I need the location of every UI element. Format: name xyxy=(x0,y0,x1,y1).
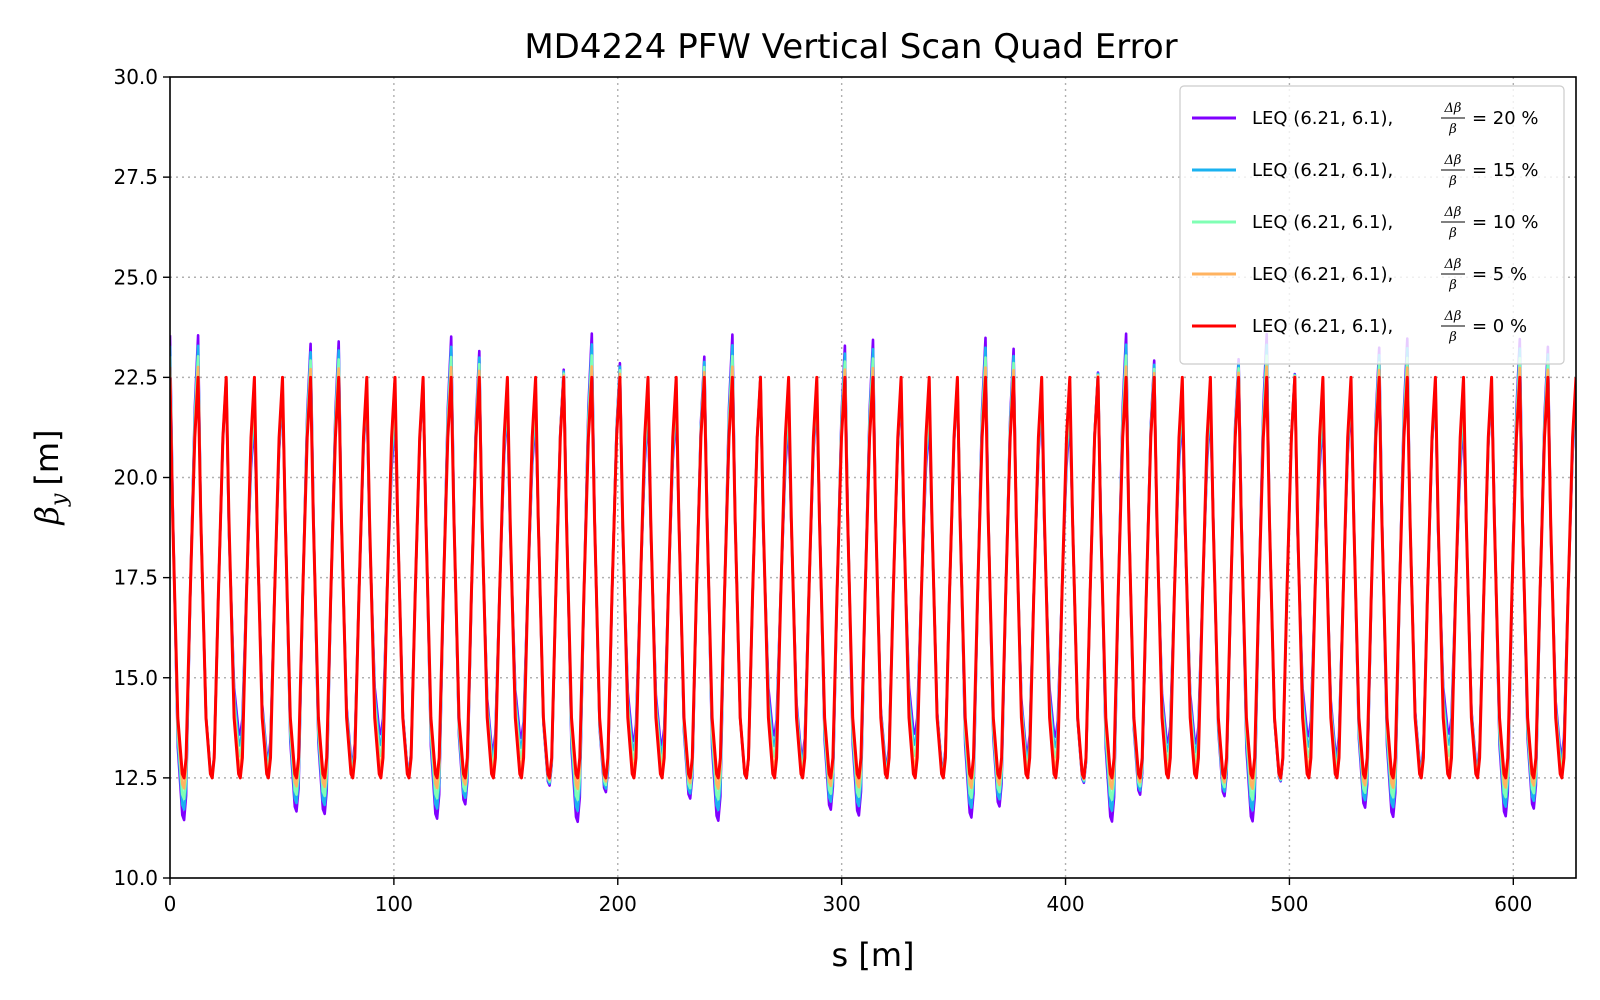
legend: LEQ (6.21, 6.1), Δββ= 20 %LEQ (6.21, 6.1)… xyxy=(1179,85,1565,365)
legend-fraction-numerator: Δβ xyxy=(1444,257,1462,272)
legend-entry-3: LEQ (6.21, 6.1), Δβ β = 5 % xyxy=(1192,257,1527,293)
y-axis-subscript: y xyxy=(47,493,72,507)
x-tick-label: 500 xyxy=(1270,892,1308,916)
chart-title: MD4224 PFW Vertical Scan Quad Error xyxy=(524,27,1177,67)
legend-entry-0: LEQ (6.21, 6.1), Δβ β = 20 % xyxy=(1192,101,1539,137)
y-tick-label: 20.0 xyxy=(113,466,158,490)
x-tick-label: 0 xyxy=(164,892,177,916)
legend-label-suffix: = 20 % xyxy=(1472,108,1539,129)
series-layer xyxy=(170,332,1576,824)
legend-fraction-denominator: β xyxy=(1448,174,1457,189)
y-tick-label: 30.0 xyxy=(113,65,158,89)
x-axis-title: s [m] xyxy=(832,936,915,974)
x-tick-label: 400 xyxy=(1046,892,1084,916)
legend-entry-2: LEQ (6.21, 6.1), Δβ β = 10 % xyxy=(1192,205,1539,241)
legend-box xyxy=(1179,85,1565,365)
series-line-4 xyxy=(170,375,1576,780)
legend-fraction-denominator: β xyxy=(1448,226,1457,241)
legend-label-prefix: LEQ (6.21, 6.1), xyxy=(1252,160,1393,181)
x-tick-label: 200 xyxy=(599,892,637,916)
legend-entry-4: LEQ (6.21, 6.1), Δβ β = 0 % xyxy=(1192,309,1527,345)
legend-fraction-denominator: β xyxy=(1448,330,1457,345)
legend-label-prefix: LEQ (6.21, 6.1), xyxy=(1252,212,1393,233)
y-tick-label: 12.5 xyxy=(113,766,158,790)
legend-label-suffix: = 10 % xyxy=(1472,212,1539,233)
legend-fraction-numerator: Δβ xyxy=(1444,101,1462,116)
legend-fraction-denominator: β xyxy=(1448,122,1457,137)
x-tick-label: 300 xyxy=(823,892,861,916)
y-axis: 10.0 12.5 15.0 17.5 20.0 22.5 25.0 27.5 30.0 xyxy=(113,65,170,890)
legend-entry-1: LEQ (6.21, 6.1), Δβ β = 15 % xyxy=(1192,153,1539,189)
legend-fraction-numerator: Δβ xyxy=(1444,309,1462,324)
legend-fraction-numerator: Δβ xyxy=(1444,205,1462,220)
legend-label-suffix: = 5 % xyxy=(1472,264,1527,285)
y-axis-symbol: β xyxy=(28,506,66,526)
legend-fraction-numerator: Δβ xyxy=(1444,153,1462,168)
x-tick-label: 100 xyxy=(375,892,413,916)
y-tick-label: 22.5 xyxy=(113,365,158,389)
legend-label-suffix: = 15 % xyxy=(1472,160,1539,181)
legend-fraction-denominator: β xyxy=(1448,278,1457,293)
x-axis: 0 100 200 300 400 500 600 xyxy=(164,878,1532,916)
y-axis-title: βy [m] xyxy=(28,429,72,525)
legend-label-prefix: LEQ (6.21, 6.1), xyxy=(1252,108,1393,129)
y-tick-label: 17.5 xyxy=(113,566,158,590)
y-axis-unit: [m] xyxy=(28,429,66,485)
y-tick-label: 25.0 xyxy=(113,265,158,289)
legend-label-prefix: LEQ (6.21, 6.1), xyxy=(1252,264,1393,285)
legend-label-prefix: LEQ (6.21, 6.1), xyxy=(1252,316,1393,337)
x-tick-label: 600 xyxy=(1494,892,1532,916)
legend-label-suffix: = 0 % xyxy=(1472,316,1527,337)
y-tick-label: 27.5 xyxy=(113,165,158,189)
y-tick-label: 10.0 xyxy=(113,866,158,890)
y-tick-label: 15.0 xyxy=(113,666,158,690)
